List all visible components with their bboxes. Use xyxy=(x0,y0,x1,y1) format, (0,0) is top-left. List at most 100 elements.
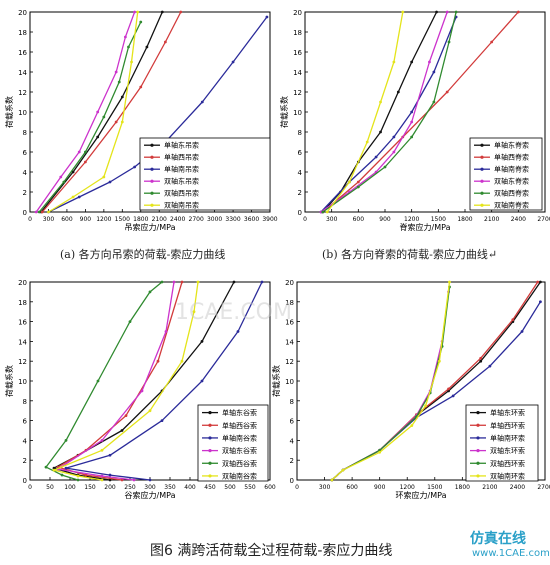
data-point xyxy=(120,95,124,99)
x-tick-label: 0 xyxy=(303,216,307,223)
data-point xyxy=(96,110,100,114)
data-point xyxy=(520,330,524,333)
legend-label: 单轴东脊索 xyxy=(494,141,529,150)
x-tick-label: 0 xyxy=(28,216,32,223)
data-point xyxy=(479,356,483,360)
series-line xyxy=(40,11,163,213)
y-tick-label: 20 xyxy=(18,279,27,287)
y-axis-label: 荷载系数 xyxy=(4,96,14,128)
x-tick-label: 500 xyxy=(224,484,236,491)
x-tick-label: 2700 xyxy=(537,484,550,491)
data-point xyxy=(192,310,196,314)
legend-label: 双轴西吊索 xyxy=(164,189,199,198)
legend-marker xyxy=(208,423,212,427)
y-tick-label: 18 xyxy=(293,29,302,37)
series-line xyxy=(322,11,438,213)
data-point xyxy=(120,478,124,482)
series-line xyxy=(35,11,136,213)
chart-d: 0 2 4 6 8 10 12 14 16 18 20 0 300 600 900 1200 1500 1800 2… xyxy=(271,279,550,500)
legend-label: 双轴南环索 xyxy=(490,471,525,480)
y-tick-label: 18 xyxy=(285,299,294,307)
data-point xyxy=(437,359,441,363)
data-point xyxy=(100,448,104,452)
x-tick-label: 1500 xyxy=(427,484,442,491)
y-tick-label: 14 xyxy=(18,69,27,77)
x-tick-label: 900 xyxy=(379,216,391,223)
y-tick-label: 0 xyxy=(298,209,302,217)
data-point xyxy=(445,90,449,94)
y-tick-label: 16 xyxy=(285,319,294,327)
data-point xyxy=(180,280,184,284)
data-point xyxy=(77,195,81,199)
y-tick-label: 4 xyxy=(290,437,295,445)
data-point xyxy=(71,195,75,199)
data-point xyxy=(447,387,450,391)
data-point xyxy=(539,300,542,304)
legend-label: 单轴南环索 xyxy=(490,433,525,442)
x-tick-label: 2700 xyxy=(537,216,550,223)
y-tick-label: 18 xyxy=(18,29,27,37)
y-tick-label: 0 xyxy=(23,477,27,485)
data-point xyxy=(396,90,400,94)
legend-marker xyxy=(480,167,484,171)
series-line xyxy=(57,281,175,481)
data-point xyxy=(62,180,66,184)
data-point xyxy=(140,389,144,393)
legend-label: 双轴东吊索 xyxy=(164,177,199,186)
data-point xyxy=(379,130,382,134)
y-tick-label: 6 xyxy=(290,418,295,426)
data-point xyxy=(200,379,204,383)
y-tick-label: 18 xyxy=(18,299,27,307)
data-point xyxy=(84,473,88,477)
legend-box xyxy=(197,404,269,482)
data-point xyxy=(124,414,128,418)
data-point xyxy=(536,280,540,284)
legend-marker xyxy=(150,179,154,183)
legend-label: 单轴东吊索 xyxy=(164,141,199,150)
data-point xyxy=(164,330,168,333)
legend-marker xyxy=(208,411,212,415)
data-point xyxy=(356,185,360,189)
y-tick-label: 16 xyxy=(293,49,302,57)
data-point xyxy=(236,330,240,333)
legend-label: 单轴南谷索 xyxy=(222,433,257,442)
x-tick-label: 300 xyxy=(43,216,55,223)
data-point xyxy=(488,364,492,368)
legend-marker xyxy=(208,461,212,465)
legend-label: 双轴西谷索 xyxy=(222,459,257,468)
data-point xyxy=(179,10,183,14)
data-point xyxy=(108,478,112,482)
legend-marker xyxy=(476,461,480,465)
legend-marker xyxy=(480,179,484,183)
data-point xyxy=(100,439,104,442)
series-line xyxy=(57,281,183,481)
x-tick-label: 450 xyxy=(204,484,216,491)
x-tick-label: 900 xyxy=(374,484,386,491)
x-tick-label: 1800 xyxy=(133,216,148,223)
x-tick-label: 2100 xyxy=(482,484,497,491)
series-line xyxy=(53,281,199,481)
x-tick-label: 1200 xyxy=(404,216,419,223)
y-tick-label: 4 xyxy=(23,169,28,177)
data-point xyxy=(325,210,329,214)
legend-marker xyxy=(476,474,480,478)
data-point xyxy=(383,165,387,169)
legend-marker xyxy=(480,203,484,207)
data-point xyxy=(448,280,451,284)
y-tick-label: 14 xyxy=(285,338,294,346)
data-point xyxy=(64,439,68,442)
data-point xyxy=(265,15,269,19)
legend-label: 单轴西脊索 xyxy=(494,153,529,162)
series-line xyxy=(322,11,519,213)
x-tick-label: 600 xyxy=(346,484,358,491)
legend-label: 双轴东脊索 xyxy=(494,177,529,186)
y-tick-label: 12 xyxy=(18,89,27,97)
data-point xyxy=(200,100,204,104)
x-tick-label: 2400 xyxy=(170,216,185,223)
y-tick-label: 8 xyxy=(298,129,302,137)
y-tick-label: 14 xyxy=(293,69,302,77)
y-axis-label: 荷载系数 xyxy=(4,365,14,397)
data-point xyxy=(60,473,64,477)
caption-b: (b) 各方向脊索的荷载-索应力曲线↵ xyxy=(322,248,498,261)
legend-box xyxy=(139,137,271,211)
